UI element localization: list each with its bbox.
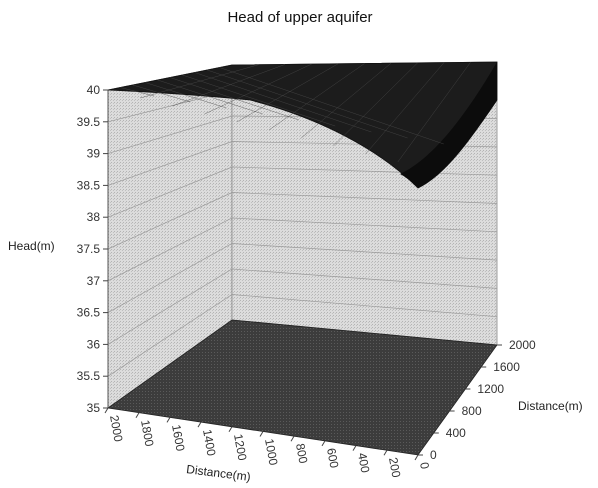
x-tick-label: 2000 xyxy=(107,414,125,443)
mesh-line xyxy=(365,62,445,155)
mesh-line xyxy=(301,63,392,139)
wall-gridline xyxy=(107,294,498,377)
x-tick-mark xyxy=(383,450,388,456)
x-tick-mark xyxy=(104,407,109,414)
x-tick-label: 1000 xyxy=(262,438,280,467)
wall-gridline xyxy=(107,217,498,282)
x-tick-mark xyxy=(135,412,140,418)
mesh-line xyxy=(145,82,227,109)
x-tick-label: 400 xyxy=(355,452,372,474)
mesh-line xyxy=(204,63,312,115)
z-tick-label: 40 xyxy=(87,83,101,97)
mesh-line xyxy=(397,62,471,163)
y-tick-label: 1600 xyxy=(493,360,520,374)
surface-mesh xyxy=(120,62,471,163)
x-axis-ticks: 2000 1800 1600 1400 1200 1000 800 600 400 200 0 xyxy=(104,407,432,479)
wall-gridline xyxy=(107,268,498,345)
x-tick-label: 200 xyxy=(386,456,403,478)
x-tick-mark xyxy=(414,454,419,461)
z-tick-label: 35 xyxy=(87,401,101,415)
mesh-line xyxy=(132,84,191,103)
z-tick-label: 37.5 xyxy=(77,242,101,256)
y-tick-label: 800 xyxy=(462,404,482,418)
z-axis-ticks: 35 35.5 36 36.5 37 37.5 38 38.5 39 39.5 40 xyxy=(77,83,108,415)
wall-gridline xyxy=(107,192,498,250)
y-axis-ticks: 0 400 800 1200 1600 2000 xyxy=(418,338,536,462)
x-tick-label: 800 xyxy=(293,442,310,464)
x-tick-label: 1800 xyxy=(138,419,156,448)
z-tick-label: 36 xyxy=(87,337,101,351)
mesh-line xyxy=(207,69,408,139)
z-tick-label: 38 xyxy=(87,210,101,224)
x-tick-mark xyxy=(197,421,202,428)
x-tick-mark xyxy=(352,445,357,451)
mesh-line xyxy=(169,77,300,121)
y-tick-label: 400 xyxy=(446,426,466,440)
x-tick-label: 1400 xyxy=(200,428,218,457)
mesh-line xyxy=(140,64,259,99)
mesh-line xyxy=(219,67,444,145)
mesh-line xyxy=(333,62,418,147)
z-tick-label: 37 xyxy=(87,274,101,288)
x-tick-label: 1200 xyxy=(231,433,249,462)
z-axis-title: Head(m) xyxy=(8,239,55,253)
x-tick-mark xyxy=(321,440,326,447)
mesh-line xyxy=(268,63,365,131)
mesh-line xyxy=(172,64,286,107)
z-tick-label: 36.5 xyxy=(77,306,101,320)
x-tick-label: 1600 xyxy=(169,423,187,452)
surface-drawdown-face xyxy=(400,62,497,188)
z-tick-label: 39 xyxy=(87,147,101,161)
x-tick-mark xyxy=(290,435,295,442)
mesh-line xyxy=(236,63,339,123)
mesh-line xyxy=(157,79,263,115)
mesh-line xyxy=(120,87,155,97)
chart-title: Head of upper aquifer xyxy=(227,9,372,26)
y-axis-title: Distance(m) xyxy=(518,399,583,413)
x-tick-mark xyxy=(166,417,171,423)
y-tick-label: 2000 xyxy=(509,338,536,352)
x-tick-mark xyxy=(228,426,233,433)
mesh-line xyxy=(194,72,372,133)
mesh-line xyxy=(182,74,336,127)
x-tick-label: 0 xyxy=(417,461,432,470)
x-axis-title: Distance(m) xyxy=(186,462,252,484)
wall-gridline xyxy=(107,243,498,313)
x-tick-mark xyxy=(259,431,264,437)
y-tick-label: 1200 xyxy=(477,382,504,396)
x-tick-label: 600 xyxy=(324,447,341,469)
z-tick-label: 39.5 xyxy=(77,115,101,129)
z-tick-label: 35.5 xyxy=(77,369,101,383)
y-tick-label: 0 xyxy=(430,448,437,462)
z-tick-label: 38.5 xyxy=(77,178,101,192)
